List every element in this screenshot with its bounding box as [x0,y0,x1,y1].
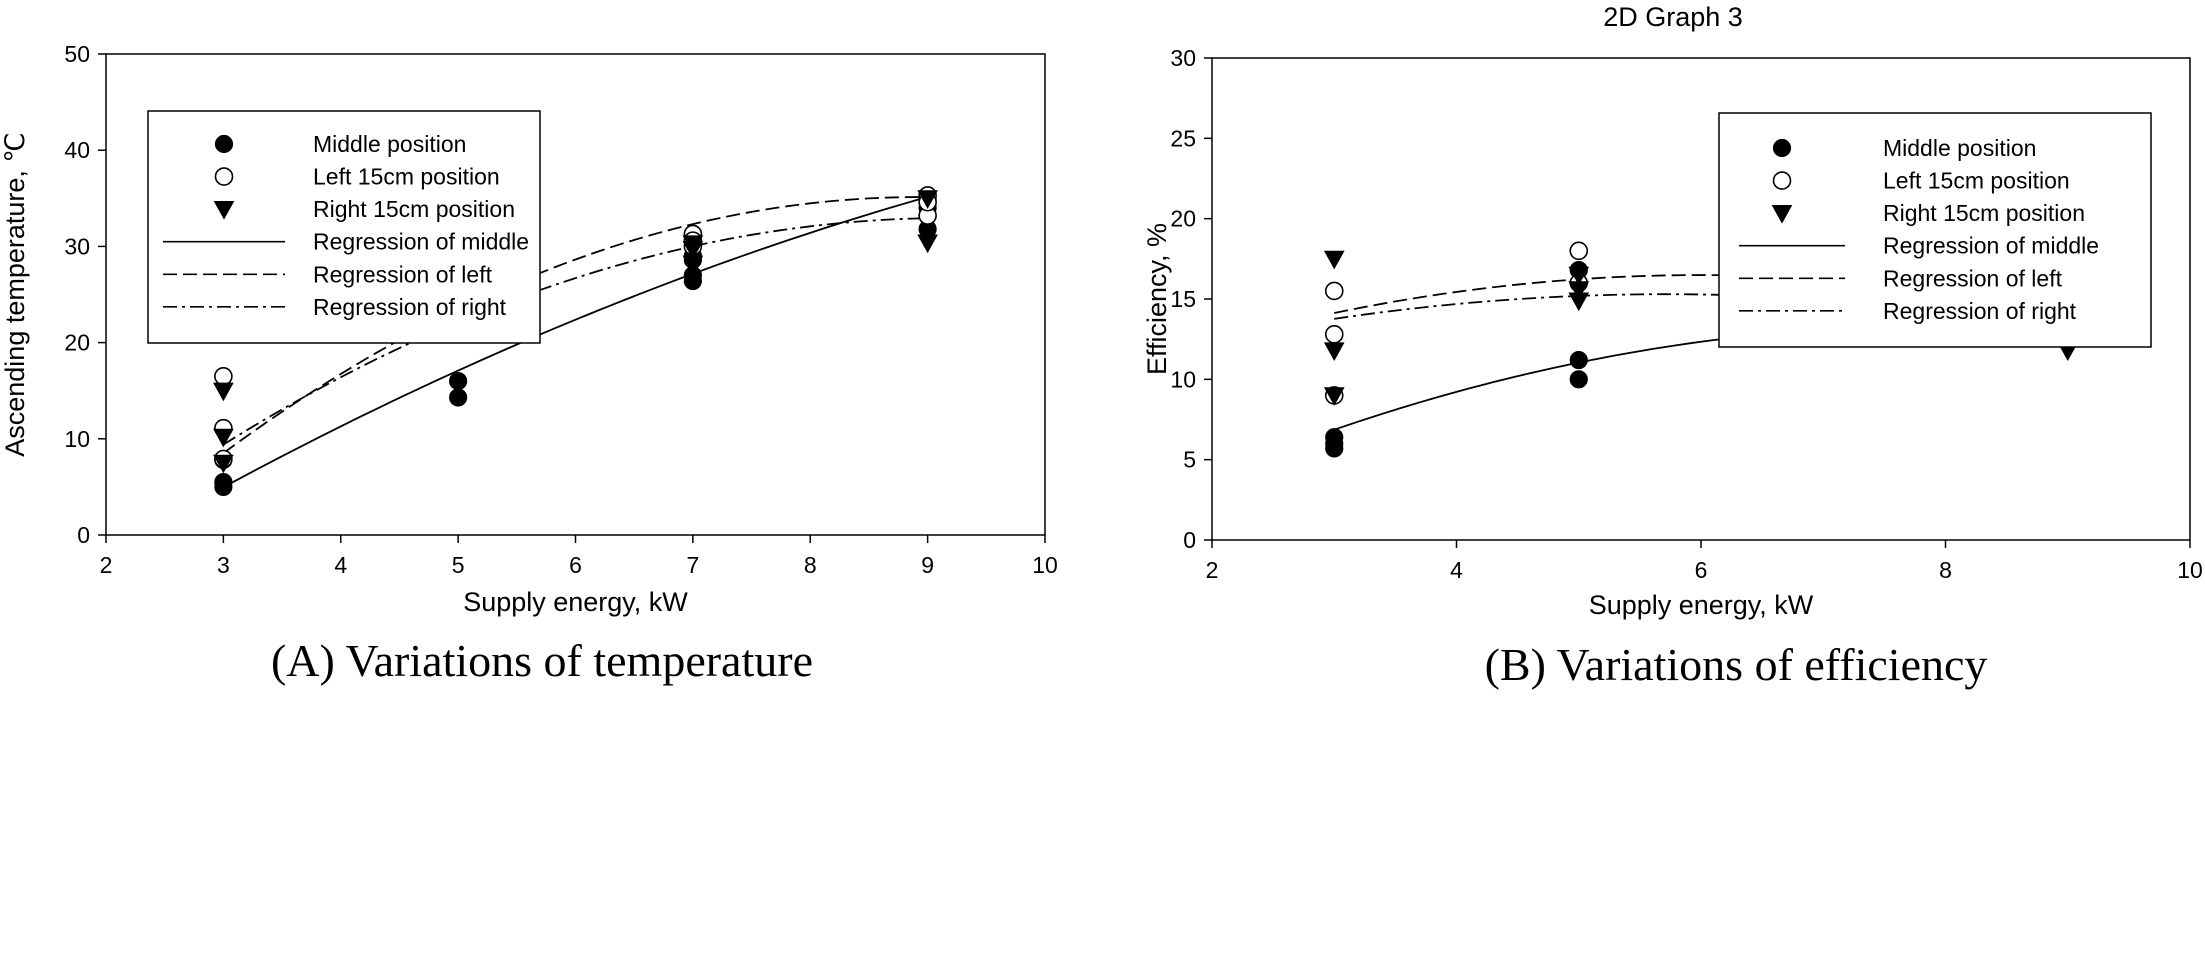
legend-label: Regression of right [313,294,507,320]
x-tick-label: 4 [334,552,347,578]
data-point [1569,241,1589,261]
y-tick-label: 50 [64,41,90,67]
y-tick-label: 25 [1170,125,1196,151]
data-point [1325,428,1344,447]
data-point [214,366,233,386]
legend: Middle position Left 15cm position Right 1… [147,110,541,344]
legend-label: Right 15cm position [313,196,515,222]
legend-symbol [1772,138,1792,158]
data-point [1569,370,1588,389]
x-tick-label: 4 [1450,557,1463,583]
legend-label: Left 15cm position [1883,168,2070,194]
data-point [917,190,938,209]
legend-symbol [214,167,234,186]
legend-box [147,110,541,344]
figure-caption: (A) Variations of temperature [271,635,813,686]
x-axis-label: Supply energy, kW [463,587,688,617]
x-tick-label: 8 [804,552,817,578]
legend-label: Left 15cm position [313,164,500,190]
data-point [682,255,704,275]
data-point [1568,266,1590,286]
y-tick-label: 20 [64,330,90,356]
legend-box [1718,112,2152,348]
x-tick-label: 5 [452,552,465,578]
figure-caption: (B) Variations of efficiency [1485,639,1988,690]
data-point [1324,325,1344,344]
data-point [1569,350,1588,370]
x-tick-label: 2 [100,552,113,578]
x-tick-label: 9 [921,552,934,578]
data-point [449,371,468,391]
data-point [1568,292,1590,312]
data-point [213,382,234,402]
y-tick-label: 10 [64,426,90,452]
y-axis-label: Ascending temperature, ℃ [0,132,30,457]
data-point [1324,281,1344,301]
data-point [682,235,704,255]
data-point [213,454,234,474]
y-tick-label: 30 [64,233,90,259]
x-tick-label: 6 [569,552,582,578]
x-tick-label: 8 [1939,557,1952,583]
y-tick-label: 30 [1170,45,1196,71]
y-tick-label: 40 [64,137,90,163]
legend-symbol [1772,171,1792,190]
legend-label: Middle position [313,131,466,157]
y-axis-label: Efficiency, % [1142,223,1172,375]
regression-curve [222,217,928,446]
data-point [214,472,233,492]
regression-curve [222,196,928,489]
legend-label: Regression of middle [313,229,529,255]
y-tick-label: 10 [1170,366,1196,392]
legend-label: Right 15cm position [1883,200,2085,226]
legend-symbol [1771,205,1793,224]
data-point [1568,281,1590,300]
data-point [917,234,938,254]
legend-label: Regression of left [313,261,493,287]
data-point [1323,342,1345,361]
y-tick-label: 20 [1170,206,1196,232]
data-point [1323,387,1345,406]
legend: Middle position Left 15cm position Right 1… [1718,112,2152,348]
regression-curve [1334,274,2068,314]
x-tick-label: 6 [1695,557,1708,583]
legend-label: Middle position [1883,135,2036,161]
x-tick-label: 10 [1032,552,1058,578]
y-tick-label: 0 [1183,527,1196,553]
data-point [449,388,468,407]
data-point [1323,250,1345,270]
x-tick-label: 7 [686,552,699,578]
panel-efficiency: 2 4 6 8 10 0 5 10 15 20 25 30 Supply energy, kW Effic… [1142,2,2203,690]
legend-label: Regression of middle [1883,233,2099,259]
x-tick-label: 3 [217,552,230,578]
x-tick-label: 10 [2177,557,2203,583]
x-axis-label: Supply energy, kW [1589,590,1814,620]
x-tick-label: 2 [1206,557,1219,583]
legend-symbol [214,134,234,154]
legend-label: Regression of left [1883,265,2063,291]
chart-title: 2D Graph 3 [1603,2,1743,32]
legend-symbol [213,201,235,220]
panel-temperature: 2 3 4 5 6 7 8 9 10 0 10 20 30 40 50 Supply energy, kW As… [0,41,1058,686]
y-tick-label: 0 [77,522,90,548]
y-tick-label: 5 [1183,447,1196,473]
legend-label: Regression of right [1883,298,2077,324]
regression-curve [222,196,928,454]
data-point [213,428,234,448]
y-tick-label: 15 [1170,286,1196,312]
